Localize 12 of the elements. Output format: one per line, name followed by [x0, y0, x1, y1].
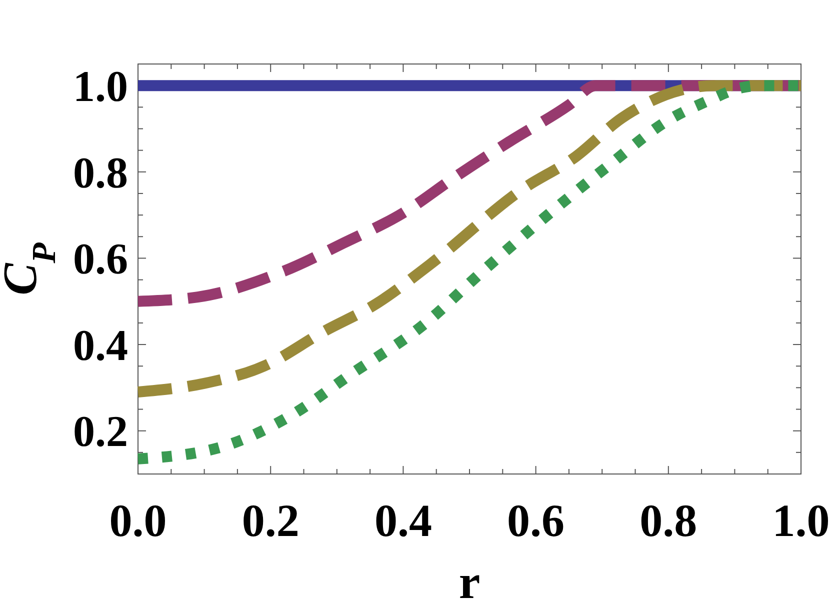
x-tick-label: 0.6: [507, 495, 565, 546]
x-tick-label: 0.4: [374, 495, 432, 546]
x-axis-title: r: [458, 556, 480, 607]
x-tick-label: 0.8: [640, 495, 698, 546]
x-tick-label: 0.0: [109, 495, 167, 546]
y-tick-label: 0.8: [73, 148, 128, 198]
x-tick-label: 0.2: [242, 495, 300, 546]
y-tick-label: 0.2: [73, 407, 128, 456]
y-tick-label: 0.6: [73, 234, 128, 284]
y-tick-label: 0.4: [73, 320, 128, 370]
x-tick-label: 1.0: [772, 495, 830, 546]
y-tick-label: 1.0: [73, 62, 128, 111]
